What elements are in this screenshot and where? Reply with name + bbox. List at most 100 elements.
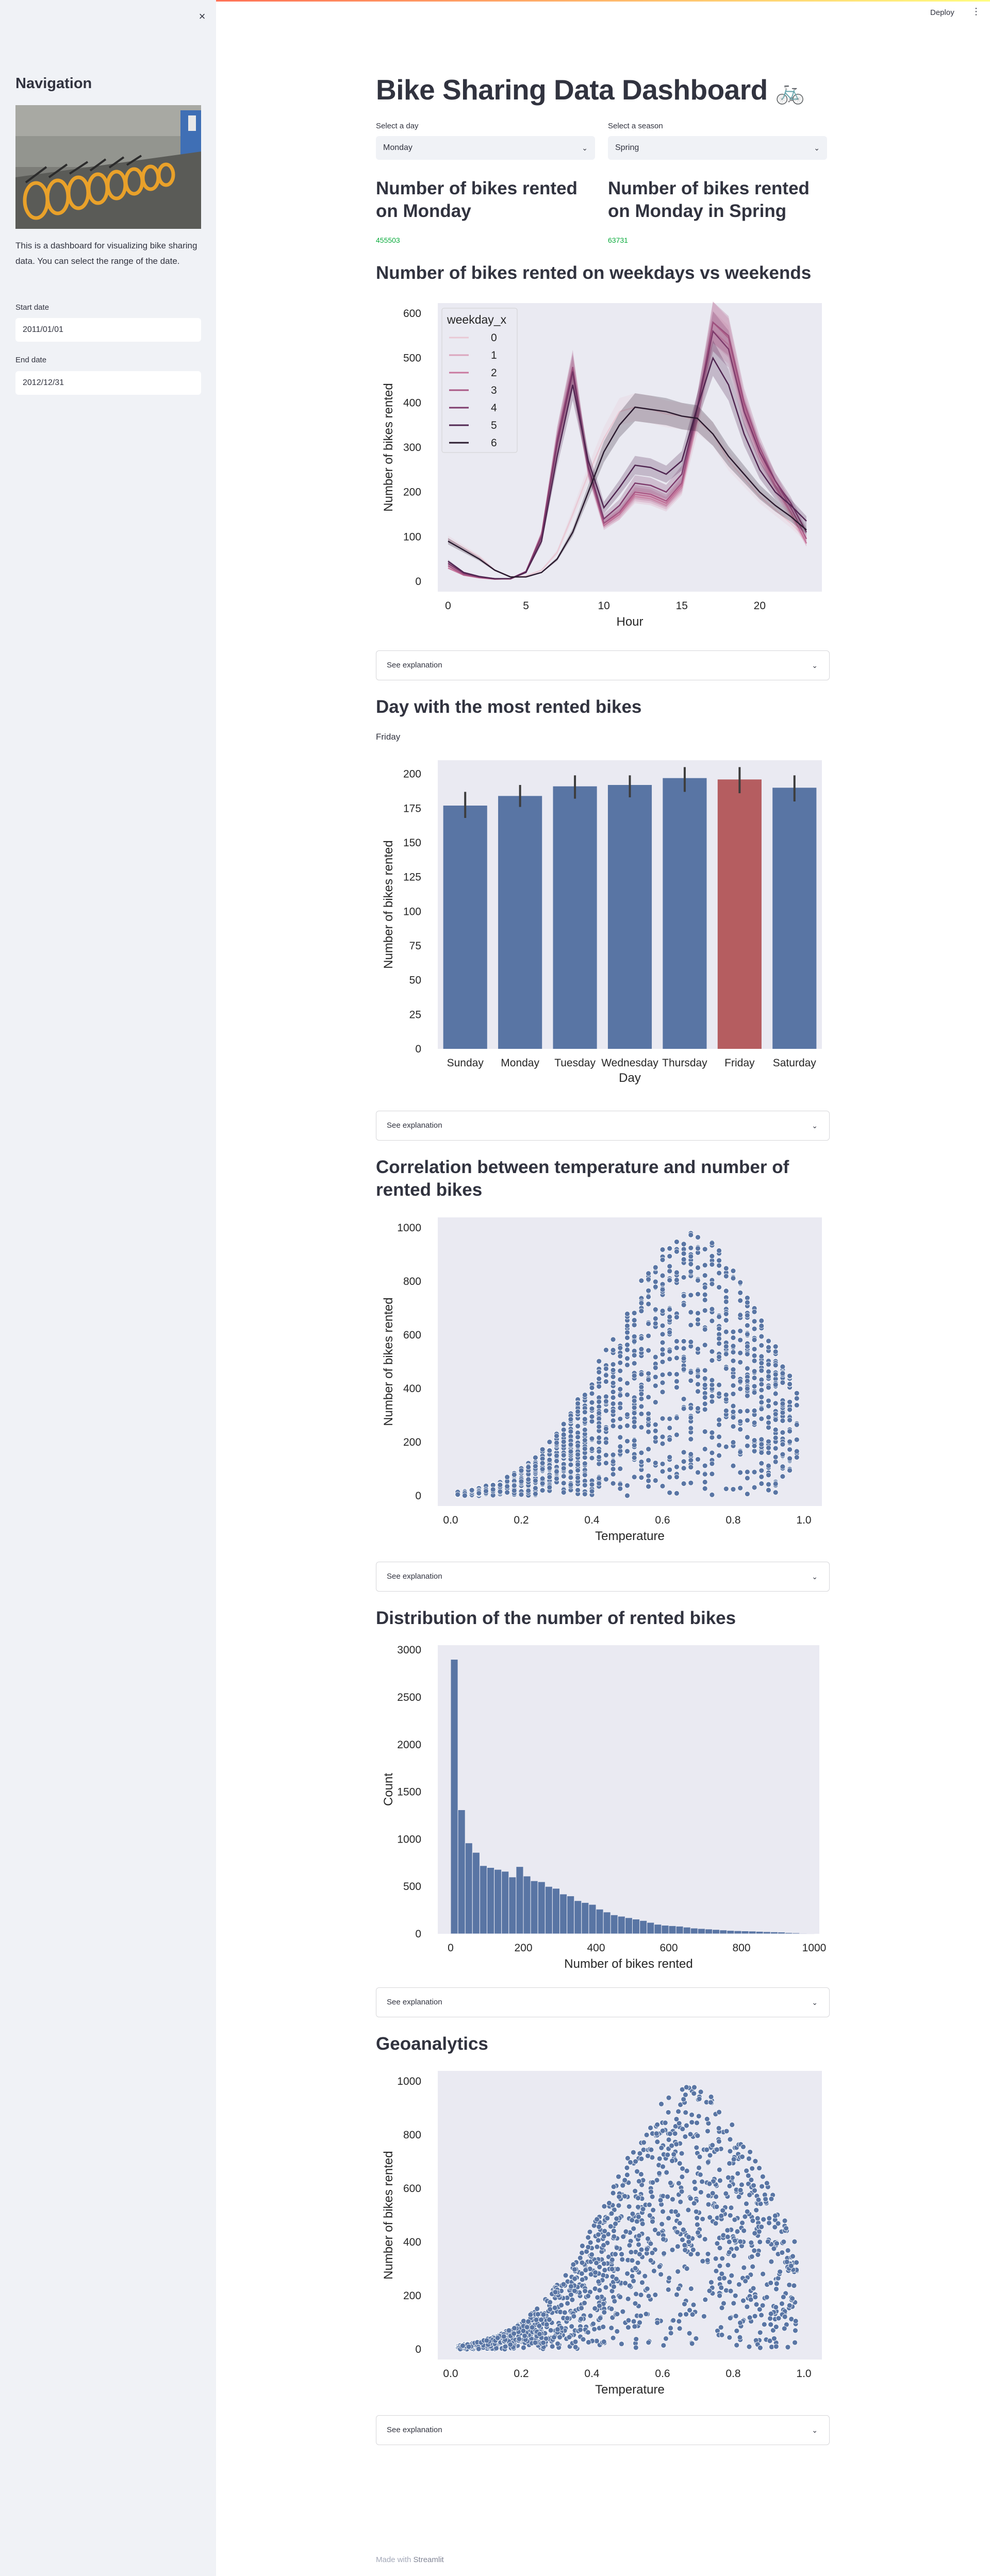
scatter-point bbox=[667, 1416, 673, 1422]
scatter-point bbox=[659, 1359, 666, 1365]
scatter-point bbox=[582, 1446, 588, 1452]
scatter-point bbox=[540, 2340, 546, 2346]
scatter-point bbox=[626, 2283, 633, 2289]
scatter-point bbox=[455, 1492, 461, 1498]
geoanalytics-explanation-expander[interactable]: See explanation ⌄ bbox=[376, 2415, 830, 2445]
scatter-point bbox=[624, 1342, 630, 1348]
scatter-point bbox=[646, 1457, 651, 1463]
day-select[interactable]: Monday ⌄ bbox=[376, 136, 595, 160]
scatter-point bbox=[730, 1409, 736, 1415]
scatter-point bbox=[685, 2234, 691, 2240]
scatter-point bbox=[690, 2302, 697, 2308]
legend-entry: 6 bbox=[491, 437, 497, 449]
scatter-point bbox=[758, 1342, 765, 1348]
scatter-point bbox=[698, 2189, 704, 2195]
scatter-point bbox=[766, 1374, 771, 1380]
scatter-point bbox=[681, 1250, 687, 1257]
deploy-button[interactable]: Deploy bbox=[930, 8, 954, 17]
scatter-point bbox=[631, 1419, 637, 1425]
scatter-point bbox=[563, 2272, 569, 2279]
scatter-point bbox=[592, 2305, 598, 2312]
scatter-point bbox=[745, 1331, 750, 1337]
scatter-point bbox=[537, 2331, 542, 2337]
distribution-explanation-expander[interactable]: See explanation ⌄ bbox=[376, 1987, 830, 2017]
scatter-point bbox=[681, 1257, 687, 1262]
footer-brand-link[interactable]: Streamlit bbox=[413, 2555, 444, 2564]
vertical-dots-icon[interactable]: ⋮ bbox=[971, 6, 981, 16]
scatter-point bbox=[568, 1442, 574, 1448]
scatter-point bbox=[697, 2171, 703, 2178]
scatter-point bbox=[688, 1339, 694, 1345]
scatter-point bbox=[757, 2239, 763, 2245]
scatter-point bbox=[758, 1367, 765, 1374]
scatter-point bbox=[713, 2268, 719, 2274]
scatter-point bbox=[646, 1429, 651, 1435]
chevron-down-icon: ⌄ bbox=[812, 2426, 818, 2434]
scatter-point bbox=[707, 2152, 713, 2159]
scatter-point bbox=[624, 1448, 630, 1454]
scatter-point bbox=[611, 2228, 617, 2234]
x-axis-label: Temperature bbox=[595, 2383, 665, 2397]
scatter-point bbox=[632, 2323, 638, 2330]
scatter-point bbox=[643, 2311, 649, 2317]
scatter-point bbox=[634, 2168, 640, 2174]
scatter-point bbox=[666, 2137, 672, 2143]
scatter-point bbox=[597, 2303, 602, 2309]
scatter-point bbox=[727, 2213, 733, 2218]
scatter-point bbox=[766, 2215, 772, 2221]
start-date-input[interactable]: 2011/01/01 bbox=[15, 318, 201, 342]
season-select[interactable]: Spring ⌄ bbox=[608, 136, 827, 160]
scatter-point bbox=[678, 2312, 683, 2318]
scatter-point bbox=[772, 1481, 779, 1487]
end-date-input[interactable]: 2012/12/31 bbox=[15, 371, 201, 395]
scatter-point bbox=[746, 2155, 752, 2162]
scatter-point bbox=[702, 1342, 708, 1348]
scatter-point bbox=[723, 1273, 729, 1279]
sidebar: × Navigation This bbox=[0, 0, 216, 2576]
scatter-point bbox=[707, 2099, 714, 2105]
scatter-point bbox=[582, 2300, 587, 2306]
histogram-bar bbox=[705, 1929, 713, 1934]
scatter-point bbox=[772, 1391, 779, 1397]
scatter-point bbox=[709, 1430, 715, 1435]
scatter-point bbox=[737, 1378, 744, 1384]
scatter-point bbox=[794, 1454, 800, 1460]
scatter-point bbox=[622, 2193, 628, 2199]
y-tick-label: 600 bbox=[403, 308, 421, 320]
scatter-point bbox=[658, 2145, 665, 2151]
scatter-point bbox=[766, 1463, 771, 1469]
scatter-point bbox=[649, 2194, 655, 2200]
scatter-point bbox=[727, 2279, 733, 2285]
weekday-explanation-expander[interactable]: See explanation ⌄ bbox=[376, 650, 830, 680]
scatter-point bbox=[702, 2236, 708, 2242]
scatter-point bbox=[742, 2214, 748, 2220]
scatter-point bbox=[785, 2344, 791, 2350]
sidebar-close-icon[interactable]: × bbox=[199, 10, 206, 23]
scatter-point bbox=[626, 2203, 632, 2210]
scatter-point bbox=[676, 2326, 683, 2332]
most-day-explanation-expander[interactable]: See explanation ⌄ bbox=[376, 1111, 830, 1141]
scatter-point bbox=[767, 2338, 773, 2344]
scatter-point bbox=[673, 2116, 680, 2122]
scatter-point bbox=[783, 2226, 789, 2231]
scatter-point bbox=[582, 1437, 588, 1443]
scatter-point bbox=[688, 1245, 694, 1251]
scatter-point bbox=[758, 1360, 765, 1366]
bar bbox=[772, 788, 817, 1049]
scatter-point bbox=[768, 2280, 774, 2286]
scatter-point bbox=[638, 1371, 645, 1377]
geoanalytics-scatter-chart: 0 200 400 600 800 1000 0.0 0.2 0.4 0.6 0.8 1.0 Tempe… bbox=[376, 2065, 830, 2405]
scatter-point bbox=[648, 2189, 654, 2195]
scatter-point bbox=[751, 1484, 757, 1491]
temperature-explanation-expander[interactable]: See explanation ⌄ bbox=[376, 1562, 830, 1592]
scatter-point bbox=[695, 1317, 701, 1323]
scatter-point bbox=[578, 2327, 583, 2333]
scatter-point bbox=[772, 1459, 779, 1465]
scatter-point bbox=[667, 1425, 673, 1431]
scatter-point bbox=[617, 1360, 623, 1366]
scatter-point bbox=[745, 1378, 750, 1384]
scatter-point bbox=[631, 1360, 637, 1366]
scatter-point bbox=[646, 1416, 651, 1422]
scatter-point bbox=[635, 2195, 641, 2201]
scatter-point bbox=[615, 2266, 621, 2272]
